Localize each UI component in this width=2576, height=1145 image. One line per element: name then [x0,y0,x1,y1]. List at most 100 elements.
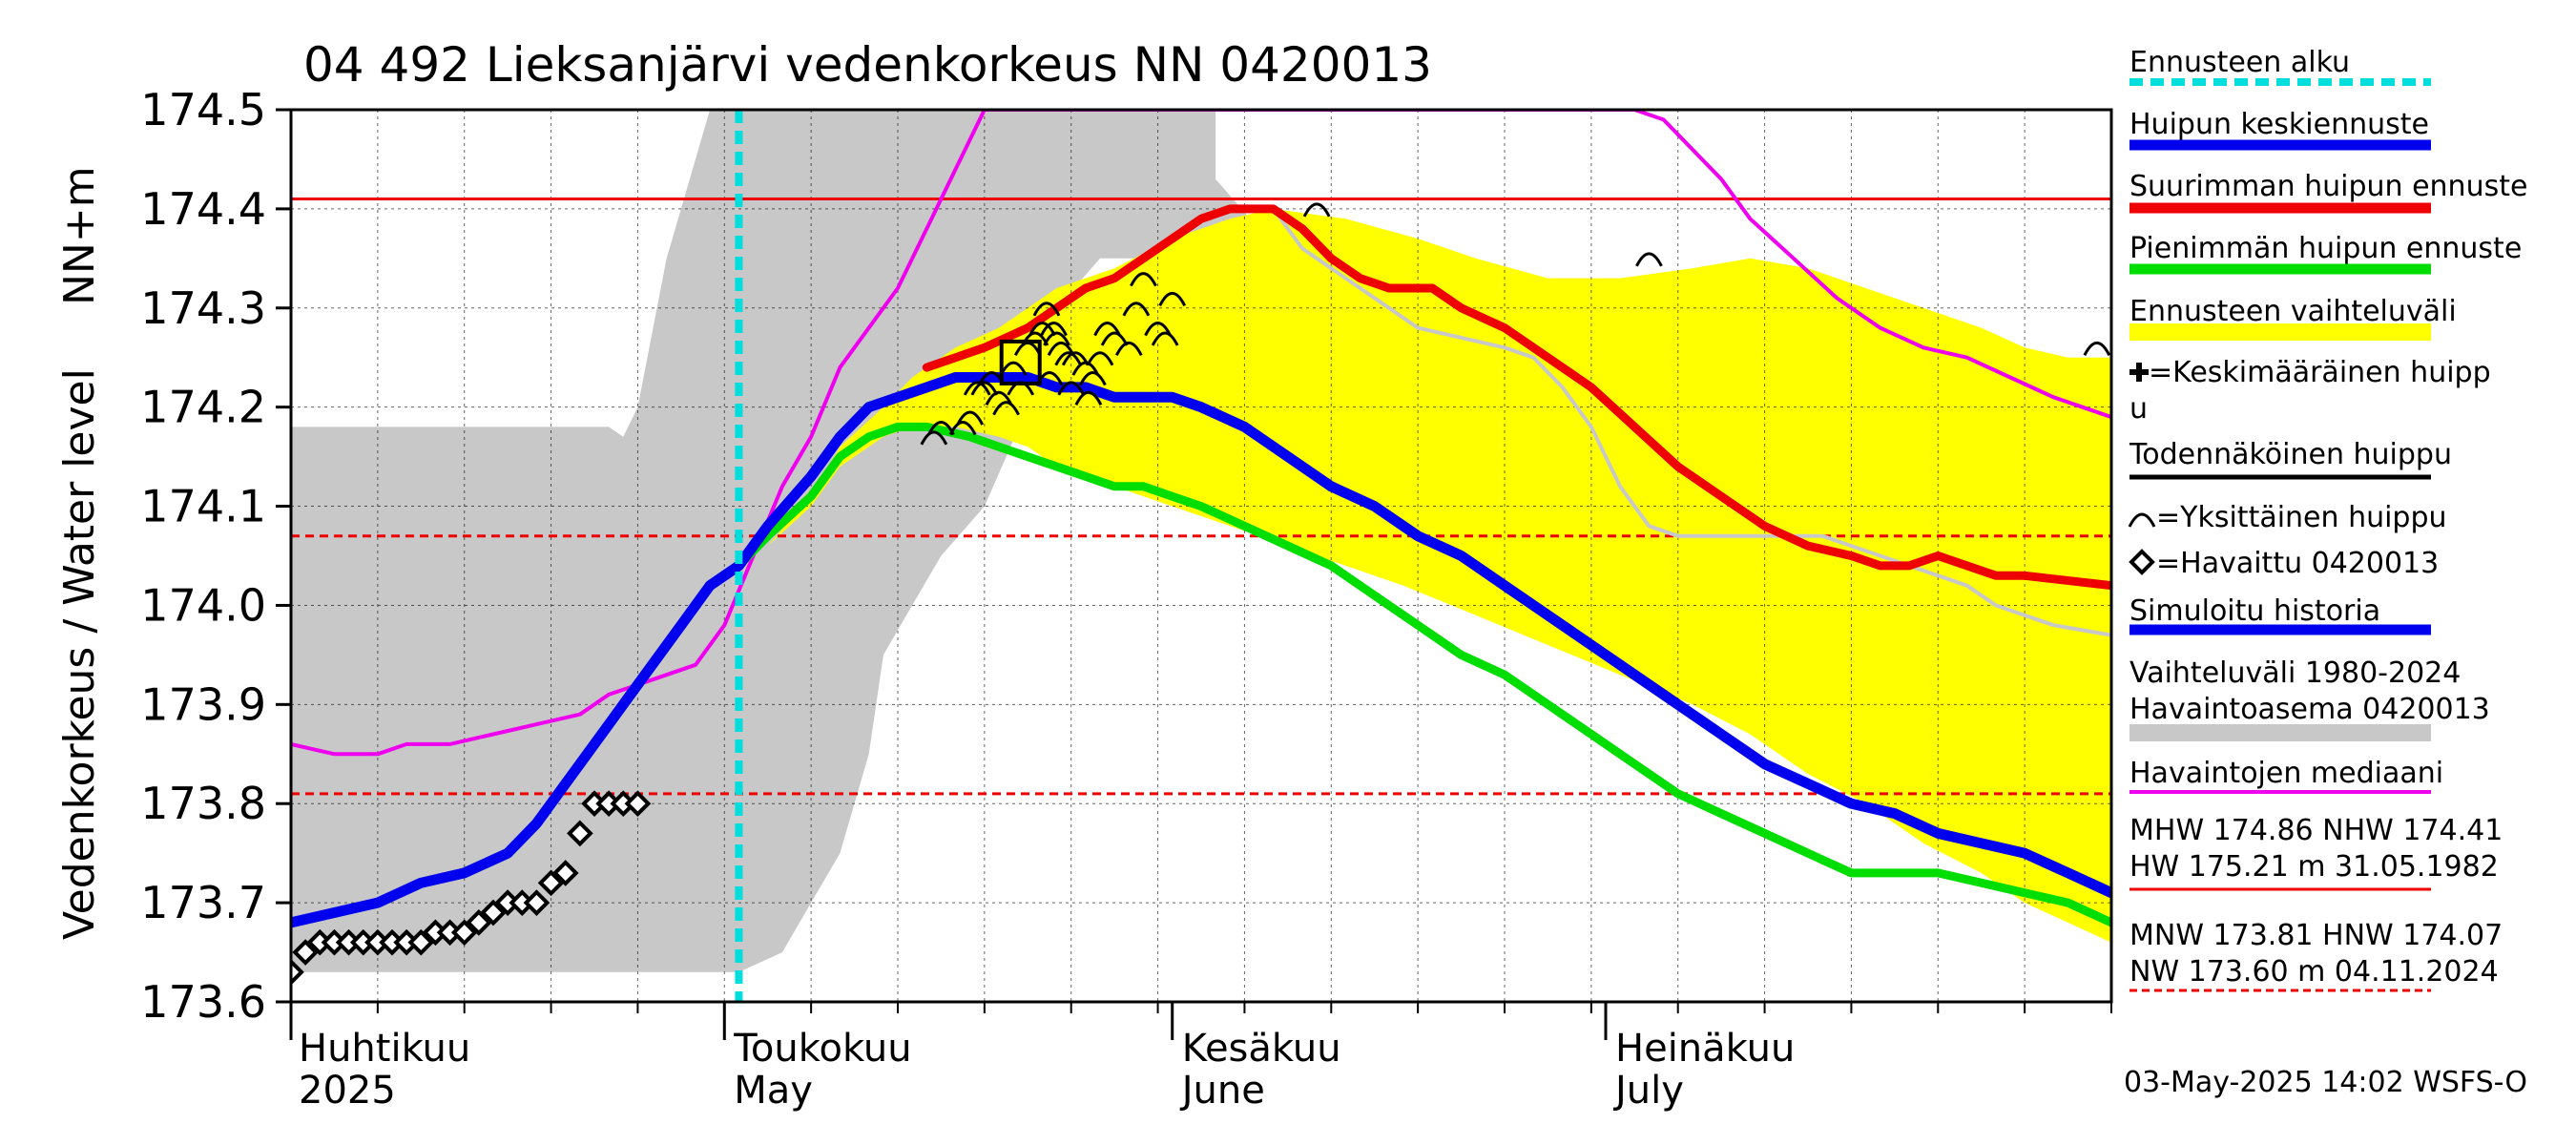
history-range-band [291,110,2111,972]
legend-swatch [2129,323,2431,341]
series-grey-history [1271,206,2111,637]
plot-frame [289,108,2113,1004]
y-tick-label: 174.0 [140,579,266,631]
peak-marker [985,390,1013,406]
legend-label: Suurimman huipun ennuste [2129,170,2527,203]
legend-label: Simuloitu historia [2129,594,2380,628]
axes: 173.6 173.7 173.8 173.9 174.0 174.1 174.2 174.3… [140,84,2113,1113]
observed-point [291,959,304,986]
peak-marker [1158,291,1187,307]
month-label: Toukokuu [733,1027,911,1071]
observed-point [523,889,551,916]
peak-marker [1093,322,1121,337]
legend-label: Ennusteen alku [2129,46,2350,79]
month-sublabel: July [1612,1069,1684,1113]
month-sublabel: 2025 [299,1069,396,1113]
series-havaintojen-mediaani [291,110,2111,757]
month-sublabel: June [1179,1069,1265,1113]
peak-marker [1054,351,1083,366]
y-tick-label: 173.6 [140,976,266,1028]
peak-marker [1079,371,1107,386]
legend-item: Havaintojen mediaani [2129,757,2443,794]
average-peak-box [999,339,1042,385]
peak-marker [948,420,977,436]
legend-label: MNW 173.81 HNW 174.07 [2129,919,2503,952]
legend-label: Havaintojen mediaani [2129,757,2443,790]
series-suurimman-huipun-ennuste [922,204,2111,591]
legend-item: Vaihteluväli 1980-2024 Havaintoasema 042… [2129,656,2490,741]
peak-marker [1130,272,1157,287]
observed-point [292,939,319,966]
observed-point [407,928,435,956]
diamond-icon [2129,549,2155,575]
month-sublabel: May [734,1069,813,1113]
observed-point [480,899,507,926]
series-huipun-keskiennuste [291,372,2111,928]
legend-item: Huipun keskiennuste [2129,108,2431,151]
peak-marker [956,410,985,426]
legend-label: Ennusteen vaihteluväli [2129,295,2457,328]
legend-item: =Yksittäinen huippu [2128,501,2447,534]
y-tick-label: 173.7 [140,877,266,928]
peak-marker [1040,322,1068,337]
plot-area [291,110,2111,1002]
observed-point [551,860,579,886]
peak-marker [1074,390,1103,406]
y-tick-label: 174.2 [140,382,266,433]
plus-icon [2129,363,2149,382]
legend-label: Vaihteluväli 1980-2024 [2129,656,2461,690]
peak-marker [920,430,948,446]
legend-item: Simuloitu historia [2129,594,2431,635]
peak-marker [2083,341,2111,357]
legend-label-line2: HW 175.21 m 31.05.1982 [2129,850,2499,884]
y-tick-label: 173.8 [140,778,266,829]
footer-timestamp: 03-May-2025 14:02 WSFS-O [2124,1066,2527,1099]
y-tick-label: 174.5 [140,84,266,135]
legend-swatch [2129,724,2431,741]
observed-point [567,820,593,847]
legend-label-line2: Havaintoasema 0420013 [2129,693,2490,726]
legend-item: Todennäköinen huippu [2129,438,2452,480]
y-tick-label: 174.1 [140,481,266,532]
legend-item: =Keskimääräinen huippu [2129,356,2491,426]
series-pienimm-n-huipun-ennuste [734,422,2111,927]
peak-marker [992,401,1020,416]
peak-marker [1028,322,1056,337]
legend-label-line2: u [2129,392,2148,426]
month-label: Heinäkuu [1615,1027,1795,1071]
arc-icon [2128,512,2156,528]
legend-label: =Yksittäinen huippu [2156,501,2447,534]
y-axis-label: Vedenkorkeus / Water level [55,368,104,940]
legend-label-line2: NW 173.60 m 04.11.2024 [2129,955,2499,989]
peak-marker [1047,341,1075,357]
legend-label: Todennäköinen huippu [2129,438,2452,471]
legend-label: MHW 174.86 NHW 174.41 [2129,814,2503,847]
legend-item: =Havaittu 0420013 [2129,547,2439,580]
legend-label: =Havaittu 0420013 [2156,547,2439,580]
peak-marker [1086,351,1114,366]
observed-point [537,869,565,897]
peak-marker [963,381,991,396]
month-label: Huhtikuu [299,1027,470,1071]
peak-marker [1144,322,1172,337]
peak-marker [1151,331,1179,346]
observed-point [466,909,492,936]
y-tick-label: 174.3 [140,282,266,334]
legend-item: Pienimmän huipun ennuste [2129,232,2522,275]
peak-marker [1635,252,1663,267]
y-tick-label: 173.9 [140,678,266,730]
legend-label: Huipun keskiennuste [2129,108,2429,141]
legend-item: Ennusteen vaihteluväli [2129,295,2457,341]
peak-marker [1302,202,1331,218]
peak-marker [1100,331,1129,346]
y-tick-label: 174.4 [140,183,266,235]
observed-point [450,919,478,947]
legend-label: Pienimmän huipun ennuste [2129,232,2522,265]
legend-item: Ennusteen alku [2129,46,2431,86]
peak-marker [1071,361,1100,376]
legend-label: =Keskimääräinen huipp [2149,356,2491,389]
peak-marker [970,381,999,396]
